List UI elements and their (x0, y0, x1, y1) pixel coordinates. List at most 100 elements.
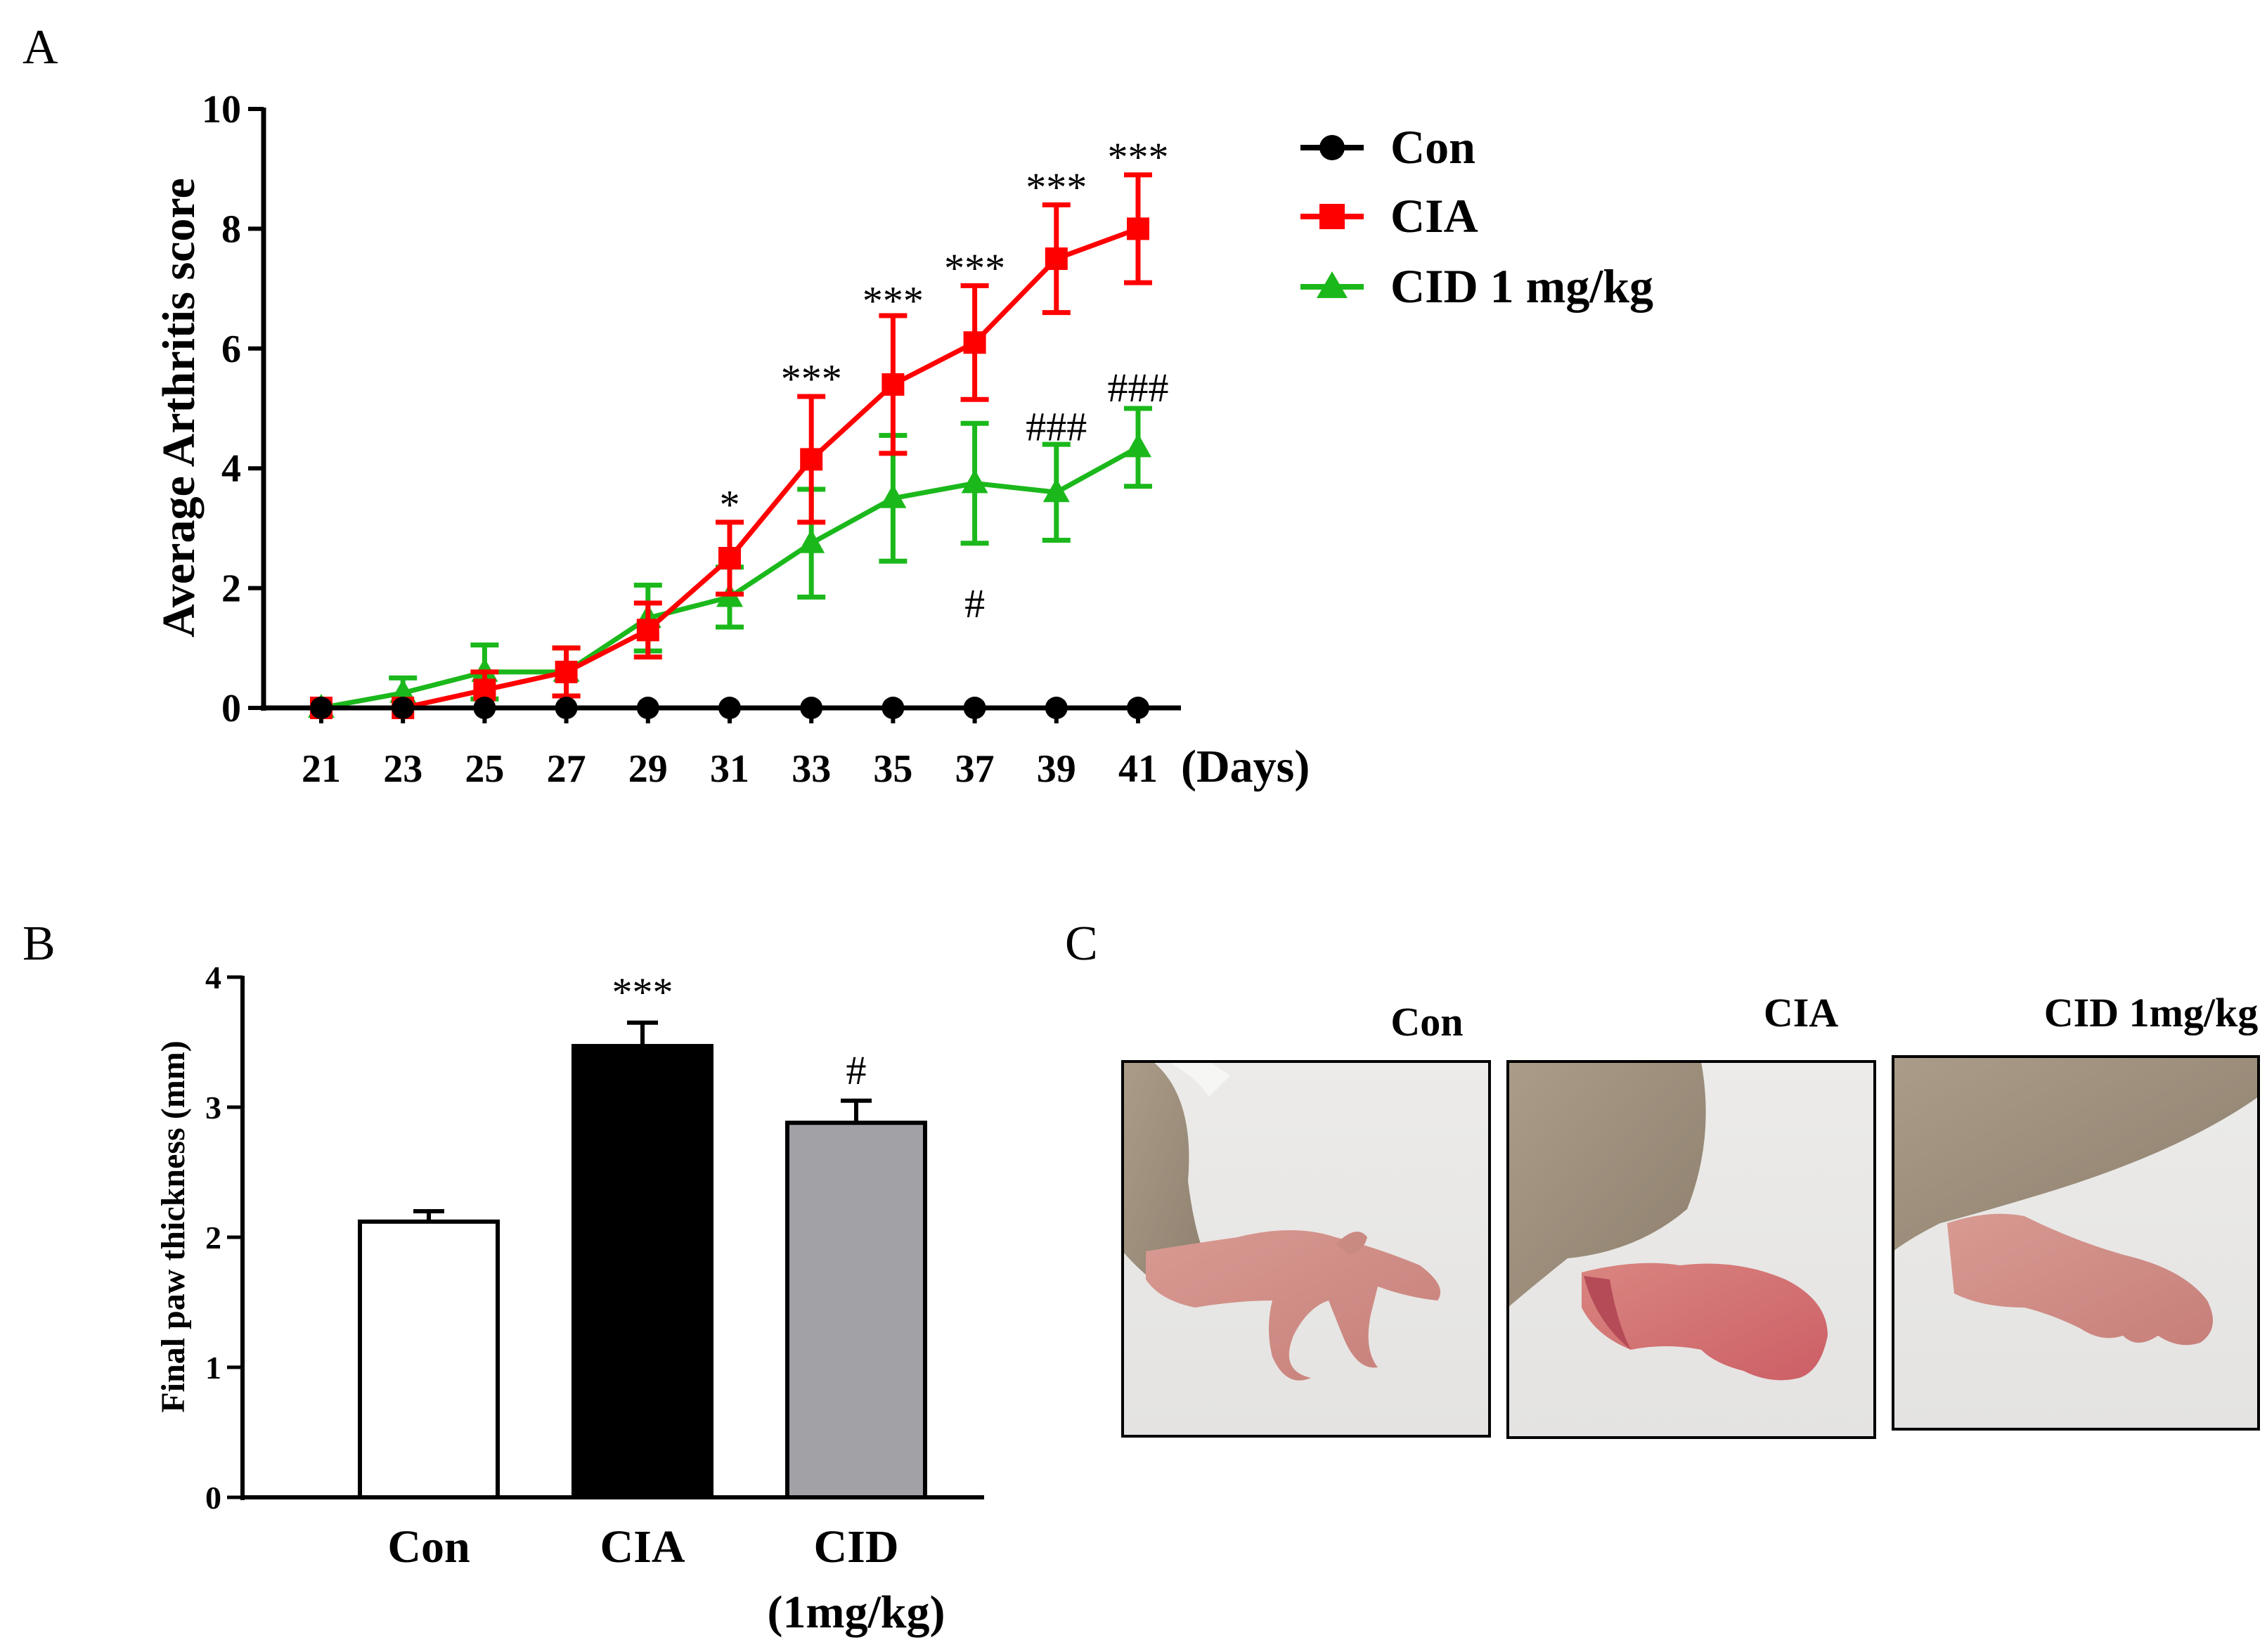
data-point-con (310, 697, 332, 719)
panel-b-annotations: *** # (612, 969, 867, 1093)
panel-b-letter: B (22, 917, 56, 971)
photo-cid: CID 1mg/kg (1892, 990, 2260, 1431)
photo-cia: CIA (1506, 990, 1876, 1439)
panel-a-x-tick-label: 31 (710, 747, 749, 791)
data-point-cia (718, 547, 741, 569)
data-point-cia (881, 373, 905, 396)
panel-b-y-tick-label: 3 (205, 1090, 221, 1125)
panel-a-y-tick-label: 8 (221, 207, 241, 251)
panel-b-y-tick-label: 1 (205, 1350, 221, 1386)
photo-frame-con (1121, 1060, 1491, 1438)
data-point-cid (961, 469, 988, 493)
photo-con: Con (1121, 999, 1491, 1438)
panel-a-y-tick-label: 6 (221, 328, 241, 371)
data-point-cid (879, 484, 907, 508)
panel-b-y-axis-title: Final paw thickness (mm) (155, 1040, 192, 1412)
panel-a-x-ticks: 21 23 25 27 29 31 33 35 37 39 41 (302, 708, 1158, 791)
legend-marker-cid (1317, 271, 1348, 298)
legend-item-cid: CID 1 mg/kg (1300, 259, 1653, 313)
legend-marker-con (1319, 135, 1345, 160)
photo-ankle-cia (1584, 1276, 1631, 1350)
category-label-cid: CID (813, 1521, 898, 1573)
legend-label-cia: CIA (1390, 189, 1478, 243)
data-point-cia (800, 448, 823, 471)
category-sublabel-cid: (1mg/kg) (768, 1587, 945, 1638)
panel-a-letter: A (22, 20, 58, 75)
significance-marker: *** (781, 356, 842, 401)
data-point-cid (1042, 478, 1070, 503)
data-point-cia (963, 331, 986, 354)
panel-a-x-tick-label: 21 (302, 747, 341, 791)
data-point-con (1045, 697, 1068, 719)
series-line-cia (321, 226, 1139, 711)
legend-label-con: Con (1390, 120, 1475, 174)
data-point-cid (1125, 433, 1151, 458)
panel-a-x-tick-label: 27 (547, 747, 586, 791)
significance-marker: *** (863, 278, 924, 324)
panel-a-x-axis-title: (Days) (1181, 741, 1310, 792)
significance-marker: *** (1026, 164, 1087, 210)
photo-fur-cia (1508, 1061, 1706, 1308)
significance-marker: # (964, 581, 985, 626)
significance-marker: *** (944, 245, 1005, 291)
panel-a-y-axis-title: Average Arthritis score (153, 178, 205, 638)
panel-b-bars (358, 1020, 927, 1500)
significance-marker-cid: # (846, 1047, 867, 1093)
data-point-con (881, 697, 905, 719)
photo-label-con: Con (1390, 999, 1463, 1045)
panel-a-y-ticks: 0 2 4 6 8 10 (202, 88, 264, 730)
legend-label-cid: CID 1 mg/kg (1390, 259, 1653, 313)
data-point-con (800, 697, 823, 719)
panel-a-x-tick-label: 25 (465, 747, 504, 791)
photo-label-cia: CIA (1764, 990, 1838, 1035)
data-point-cia (555, 660, 578, 683)
panel-b-y-ticks: 0 1 2 3 4 (205, 960, 243, 1516)
data-point-cia (1127, 217, 1149, 240)
legend-item-cia: CIA (1300, 189, 1478, 243)
photo-paw-cia (1582, 1263, 1828, 1381)
data-point-cid (798, 529, 825, 553)
data-point-cia (636, 619, 659, 642)
data-point-con (473, 697, 496, 719)
panel-b-bar-chart: 0 1 2 3 4 *** # Con CIA CID (1mg/kg) Final paw t… (155, 960, 984, 1638)
significance-marker: * (720, 482, 740, 527)
photo-paw-con (1146, 1230, 1441, 1381)
significance-marker: ### (1108, 365, 1169, 411)
panel-a-y-tick-label: 10 (202, 88, 241, 131)
panel-a-x-tick-label: 33 (792, 747, 831, 791)
panel-a-y-tick-label: 0 (221, 687, 241, 730)
panel-b-y-tick-label: 0 (205, 1480, 221, 1516)
panel-b-y-tick-label: 4 (205, 960, 221, 995)
panel-a-y-tick-label: 2 (221, 567, 241, 611)
data-point-con (963, 697, 986, 719)
panel-a-x-tick-label: 37 (955, 747, 995, 791)
photo-label-cid: CID 1mg/kg (2044, 990, 2259, 1035)
legend-item-con: Con (1300, 120, 1475, 174)
category-label-con: Con (387, 1521, 470, 1573)
bar-cid (785, 1121, 927, 1499)
significance-marker: *** (1108, 134, 1169, 180)
photo-fur-cid (1893, 1057, 2259, 1251)
bar-con (358, 1219, 500, 1500)
panel-a-series (308, 172, 1152, 719)
data-point-con (718, 697, 741, 719)
panel-a-y-tick-label: 4 (221, 447, 241, 491)
panel-a-annotations: ****************####### (720, 134, 1169, 626)
panel-a-x-tick-label: 23 (383, 747, 422, 791)
panel-a-x-tick-label: 29 (628, 747, 668, 791)
category-label-cia: CIA (600, 1521, 685, 1573)
photo-toe-con (1336, 1232, 1367, 1255)
photo-glove-con (1167, 1061, 1230, 1097)
panel-a-x-tick-label: 35 (873, 747, 912, 791)
panel-b-y-tick-label: 2 (205, 1220, 221, 1256)
panel-a-x-tick-label: 41 (1118, 747, 1158, 791)
panel-a-legend: Con CIA CID 1 mg/kg (1300, 120, 1653, 313)
photo-paw-cid (1947, 1213, 2213, 1346)
significance-marker: ### (1026, 404, 1087, 450)
series-cia (310, 172, 1152, 719)
bar-cia (571, 1044, 713, 1500)
legend-marker-cia (1319, 204, 1345, 229)
photo-frame-cia (1506, 1060, 1876, 1439)
